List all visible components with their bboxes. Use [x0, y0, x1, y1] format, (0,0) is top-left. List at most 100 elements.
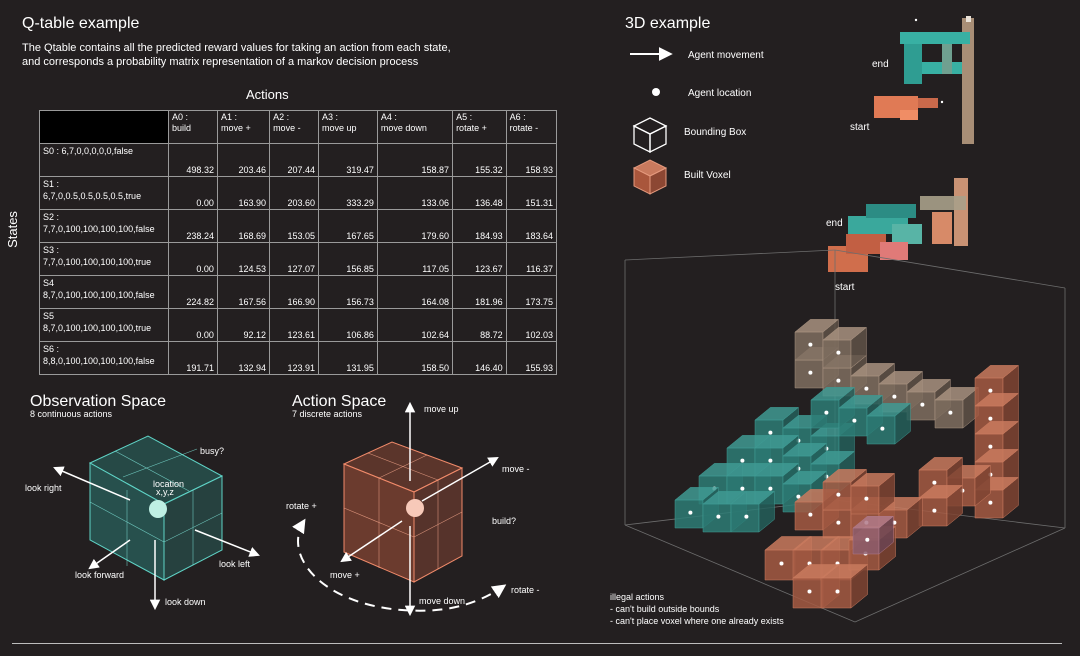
- agent-path-point: [988, 444, 993, 449]
- qtable-state-cell: S0 : 6,7,0,0,0,0,0,false: [39, 143, 169, 177]
- qtable-value-cell: 191.71: [168, 341, 218, 375]
- legend-bounding-box-label: Bounding Box: [684, 127, 747, 138]
- qtable-value-cell: 203.60: [269, 176, 320, 210]
- state-line-2: 8,7,0,100,100,100,100,false: [43, 290, 155, 300]
- qtable-value-cell: 167.56: [216, 275, 271, 309]
- agent-path-point: [796, 494, 801, 499]
- agent-path-point: [808, 512, 813, 517]
- state-line-2: 7,7,0,100,100,100,100,false: [43, 224, 155, 234]
- qtable-value-cell: 224.82: [168, 275, 218, 309]
- voxel-face: [764, 549, 796, 581]
- voxel-face: [852, 516, 895, 529]
- agent-path-point: [779, 561, 784, 566]
- column-id: A3 :: [322, 112, 339, 122]
- qtable-value-cell: 155.32: [452, 143, 507, 177]
- state-line-1: S5: [43, 311, 55, 321]
- qtable-corner-cell: [39, 110, 169, 144]
- column-id: A6 :: [509, 112, 526, 122]
- xyz-label: x,y,z: [156, 487, 174, 497]
- agent-path-point: [932, 480, 937, 485]
- qtable-value-cell: 106.86: [318, 308, 378, 342]
- qtable-value-cell: 88.72: [452, 308, 507, 342]
- agent-path-point: [932, 508, 937, 513]
- state-line-2: 6,7,0,0.5,0.5,0.5,0.5,true: [43, 191, 142, 201]
- busy-label: busy?: [200, 446, 224, 456]
- voxel-face: [792, 577, 824, 609]
- voxel-face: [810, 387, 856, 401]
- qtable-value-cell: 184.93: [452, 209, 507, 243]
- move-minus-arrow: [421, 456, 499, 502]
- column-name: move -: [273, 123, 301, 133]
- qtable-value-cell: 181.96: [452, 275, 507, 309]
- qtable-value-cell: 133.06: [376, 176, 454, 210]
- actions-axis-label: Actions: [246, 87, 289, 102]
- state-line-2: 8,7,0,100,100,100,100,true: [43, 323, 152, 333]
- qtable-state-cell: S3 : 7,7,0,100,100,100,100,true: [39, 242, 169, 276]
- state-line-2: 8,8,0,100,100,100,100,false: [43, 356, 155, 366]
- qtable: A0 : build A1 : move + A2 : move - A3 : move up…: [39, 110, 558, 375]
- qtable-row: S0 : 6,7,0,0,0,0,0,false 498.32 203.46 207.…: [39, 143, 558, 177]
- agent-path-point: [824, 410, 829, 415]
- built-voxel-icon: [632, 159, 668, 195]
- qtable-value-cell: 168.69: [216, 209, 271, 243]
- qtable-column-header: A5 : rotate +: [452, 110, 507, 144]
- move-minus-label: move -: [502, 464, 530, 474]
- qtable-value-cell: 0.00: [168, 308, 218, 342]
- qtable-value-cell: 164.08: [376, 275, 454, 309]
- voxel-face: [850, 363, 896, 377]
- column-id: A4 :: [380, 112, 397, 122]
- qtable-state-cell: S1 : 6,7,0,0.5,0.5,0.5,0.5,true: [39, 176, 169, 210]
- column-name: rotate +: [456, 123, 487, 133]
- qtable-value-cell: 0.00: [168, 242, 218, 276]
- qtable-column-header: A0 : build: [168, 110, 218, 144]
- agent-path-point: [988, 500, 993, 505]
- perspective-start-label: start: [835, 282, 855, 293]
- action-space-diagram: move up move - rotate + build? move + mo…: [286, 401, 540, 617]
- agent-path-point: [808, 342, 813, 347]
- column-name: build: [172, 123, 192, 133]
- state-line-2: 7,7,0,100,100,100,100,true: [43, 257, 152, 267]
- qtable-value-cell: 179.60: [376, 209, 454, 243]
- legend-built-voxel-label: Built Voxel: [684, 170, 731, 181]
- column-id: A2 :: [273, 112, 290, 122]
- qtable-value-cell: 166.90: [269, 275, 320, 309]
- voxel-face: [822, 469, 868, 483]
- agent-path-point: [740, 458, 745, 463]
- agent-path-point: [988, 388, 993, 393]
- voxel-face: [730, 491, 776, 505]
- look-right-label: look right: [25, 483, 62, 493]
- voxel-face: [754, 435, 800, 449]
- illegal-action-2: - can't place voxel where one already ex…: [610, 616, 784, 626]
- build-label: build?: [492, 516, 516, 526]
- qtable-value-cell: 155.93: [505, 341, 558, 375]
- agent-path-point: [864, 386, 869, 391]
- qtable-value-cell: 238.24: [168, 209, 218, 243]
- qtable-value-cell: 333.29: [318, 176, 378, 210]
- agent-path-point: [880, 426, 885, 431]
- qtable-header-row: A0 : build A1 : move + A2 : move - A3 : move up…: [39, 110, 558, 144]
- qtable-value-cell: 92.12: [216, 308, 271, 342]
- action-title: Action Space: [292, 393, 387, 410]
- qtable-description: The Qtable contains all the predicted re…: [22, 41, 582, 69]
- agent-path-point: [835, 589, 840, 594]
- voxel-face: [974, 449, 1020, 463]
- agent-path-point: [836, 492, 841, 497]
- look-left-label: look left: [219, 559, 251, 569]
- column-name: move +: [220, 123, 251, 133]
- qtable-value-cell: 158.87: [376, 143, 454, 177]
- voxel-face: [782, 443, 828, 457]
- observation-title: Observation Space: [30, 393, 167, 410]
- qtable-value-cell: 156.73: [318, 275, 378, 309]
- qtable-value-cell: 132.94: [216, 341, 271, 375]
- move-plus-label: move +: [330, 570, 360, 580]
- agent-path-point: [807, 589, 812, 594]
- agent-path-point: [768, 458, 773, 463]
- rotate-minus-label: rotate -: [511, 585, 540, 595]
- voxel-face: [822, 327, 868, 341]
- qtable-value-cell: 153.05: [269, 209, 320, 243]
- voxel-face: [878, 371, 924, 385]
- top-view-end-label: end: [872, 59, 889, 70]
- qtable-value-cell: 123.67: [452, 242, 507, 276]
- qtable-value-cell: 124.53: [216, 242, 271, 276]
- agent-path-point: [744, 514, 749, 519]
